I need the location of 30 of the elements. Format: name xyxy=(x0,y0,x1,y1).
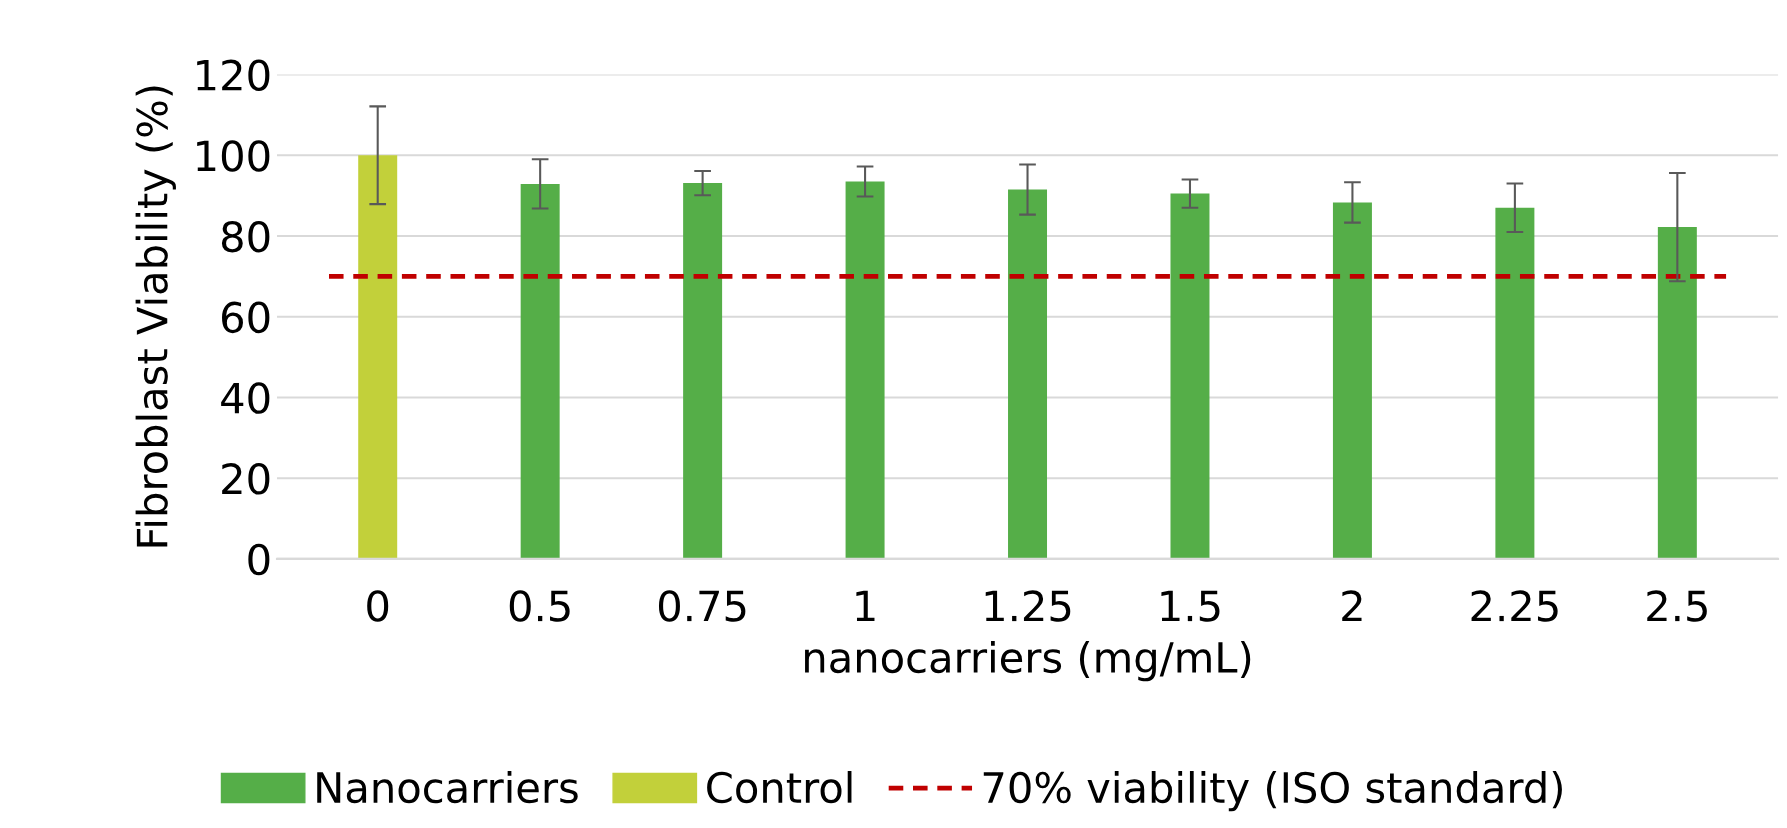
x-tick-label: 1 xyxy=(856,590,875,622)
bar xyxy=(1008,189,1048,559)
x-tick-label: 1.5 xyxy=(1161,590,1220,622)
y-tick-label: 80 xyxy=(221,220,270,253)
bar xyxy=(358,155,398,559)
x-tick-label: 0.75 xyxy=(658,590,746,622)
bar xyxy=(683,183,723,559)
x-tick-label: 0.5 xyxy=(509,590,570,622)
bar xyxy=(1495,207,1535,559)
bar xyxy=(1170,193,1210,559)
y-axis-title: Fibroblast Viability (%) xyxy=(135,86,176,547)
x-tick-label: 1.25 xyxy=(985,590,1071,622)
y-tick-label: 120 xyxy=(197,59,270,91)
bar xyxy=(520,183,560,559)
x-axis-title: nanocarriers (mg/mL) xyxy=(805,640,1251,682)
legend-label: Nanocarriers xyxy=(317,771,578,804)
y-tick-label: 20 xyxy=(222,463,270,495)
y-tick-label: 40 xyxy=(221,382,270,414)
bar xyxy=(1332,202,1372,559)
y-tick-label: 60 xyxy=(222,301,270,334)
x-tick-label: 2.5 xyxy=(1647,590,1707,622)
legend-label: 70% viability (ISO standard) xyxy=(983,771,1562,812)
x-tick-label: 2.25 xyxy=(1471,590,1558,622)
x-tick-label: 0 xyxy=(367,590,389,622)
y-tick-label: 100 xyxy=(197,140,270,172)
bar xyxy=(845,181,885,559)
bar xyxy=(1657,227,1697,559)
legend-label: Control xyxy=(707,771,852,804)
x-tick-label: 2 xyxy=(1342,590,1362,622)
y-tick-label: 0 xyxy=(248,543,270,576)
